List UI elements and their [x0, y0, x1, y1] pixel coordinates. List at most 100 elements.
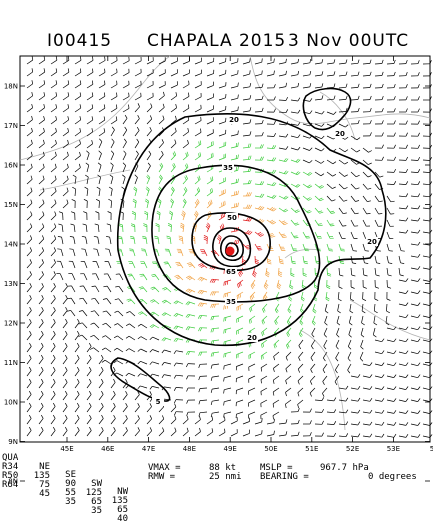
cell-value: 35: [80, 507, 102, 515]
wind-barb-feather: [226, 293, 227, 297]
lat-label: 13N: [4, 280, 18, 288]
wind-barb-feather: [224, 354, 225, 358]
wind-barb-feather: [224, 318, 225, 322]
lat-label: 10N: [4, 399, 18, 407]
cell-value: 75: [28, 481, 50, 489]
lat-label: 9N: [8, 438, 18, 446]
wind-barb: [200, 388, 207, 389]
bearing-value: 0 degrees: [368, 473, 417, 481]
cell-value: 65: [80, 498, 102, 506]
wind-barb: [135, 213, 136, 220]
wind-barb-feather: [273, 416, 274, 420]
wind-barb-feather: [249, 344, 250, 348]
wind-barb: [375, 76, 382, 77]
wind-barb: [399, 172, 406, 173]
wind-barb: [351, 100, 358, 101]
cell-value: 45: [28, 490, 50, 498]
wind-barb-feather: [93, 57, 94, 61]
wind-barb-feather: [294, 236, 298, 237]
wind-barb-feather: [225, 429, 226, 433]
wind-barb-feather: [224, 330, 225, 334]
lat-label: 12N: [4, 320, 18, 328]
wind-barb: [423, 160, 430, 161]
wind-barb-feather: [165, 264, 169, 265]
wind-barb: [99, 201, 100, 208]
wind-barb-feather: [189, 81, 190, 85]
wind-barb-feather: [401, 251, 405, 252]
wind-barb-feather: [129, 105, 130, 109]
wind-barb: [387, 64, 394, 65]
wind-barb-feather: [129, 93, 130, 97]
wind-barb-feather: [224, 282, 225, 286]
wind-barb-feather: [81, 249, 85, 250]
wind-barb-feather: [262, 58, 263, 62]
rmw-label: RMW =: [148, 473, 175, 481]
wind-radii-table: QUA NE SE SW NW R34 135 90 125 135 R50 7…: [2, 446, 433, 500]
wind-barb-feather: [164, 262, 168, 263]
wind-barb-feather: [250, 58, 251, 62]
lat-label: 15N: [4, 201, 18, 209]
contour-label: 50: [227, 214, 237, 222]
cell-value: 135: [28, 472, 50, 480]
lat-label: 18N: [4, 83, 18, 91]
wind-barb-feather: [226, 281, 227, 285]
wind-barb-feather: [379, 214, 383, 215]
wind-barb: [339, 112, 346, 113]
wind-barb: [171, 225, 172, 232]
lat-label: 17N: [4, 122, 18, 130]
contour-label: 20: [247, 334, 257, 342]
mslp-value: 967.7 hPa: [320, 464, 369, 472]
wind-barb: [123, 225, 124, 232]
wind-barb: [327, 268, 328, 275]
wind-barb-feather: [262, 418, 263, 422]
storm-center-marker: [226, 247, 235, 256]
storm-center: [226, 247, 235, 256]
wind-barb-feather: [330, 224, 334, 225]
wind-barb-feather: [367, 213, 371, 214]
lat-label: 14N: [4, 241, 18, 249]
row-label: R64: [2, 481, 24, 489]
lat-label: 11N: [4, 359, 18, 367]
wind-barb: [267, 136, 274, 137]
cell-value: 65: [106, 506, 128, 514]
footer-header-ne: NE: [28, 463, 50, 471]
wind-barb-feather: [257, 247, 261, 248]
contour-label: 35: [226, 298, 236, 306]
wind-barb: [212, 316, 219, 317]
wind-barb-feather: [343, 226, 347, 227]
wind-barb-feather: [224, 306, 225, 310]
wind-barb-feather: [261, 380, 262, 384]
wind-barb-feather: [69, 249, 73, 250]
footer-header-sw: SW: [80, 480, 102, 488]
contour-label: 20: [335, 130, 345, 138]
wind-barb-feather: [117, 93, 118, 97]
wind-barb-feather: [128, 274, 132, 275]
contour-label: 5: [156, 398, 161, 406]
bearing-label: BEARING =: [260, 473, 309, 481]
wind-barb: [363, 88, 370, 89]
contour-label: 20: [367, 238, 377, 246]
contour-label: 65: [226, 268, 236, 276]
wind-barb-feather: [116, 105, 117, 109]
footer-row-r64: R64 45 35 35 40: [2, 473, 24, 532]
wind-barb: [255, 112, 262, 113]
wind-barb: [375, 64, 382, 65]
contour-label: 35: [223, 164, 233, 172]
wind-barb-feather: [57, 249, 61, 250]
wind-barb-feather: [239, 295, 240, 299]
wind-barb-feather: [93, 249, 97, 250]
wind-barb-feather: [225, 417, 226, 421]
wind-barb-feather: [262, 71, 263, 75]
wind-barb: [411, 160, 418, 161]
wind-barb-feather: [80, 286, 84, 287]
wind-barb-feather: [201, 129, 202, 133]
wind-barb-feather: [105, 69, 106, 73]
cell-value: 135: [106, 497, 128, 505]
wind-barb-feather: [250, 70, 251, 74]
cell-value: 40: [106, 515, 128, 523]
wind-barb: [279, 100, 286, 101]
rmw-value: 25 nmi: [209, 473, 242, 481]
wind-barb-feather: [105, 57, 106, 61]
wind-barb-feather: [117, 69, 118, 73]
